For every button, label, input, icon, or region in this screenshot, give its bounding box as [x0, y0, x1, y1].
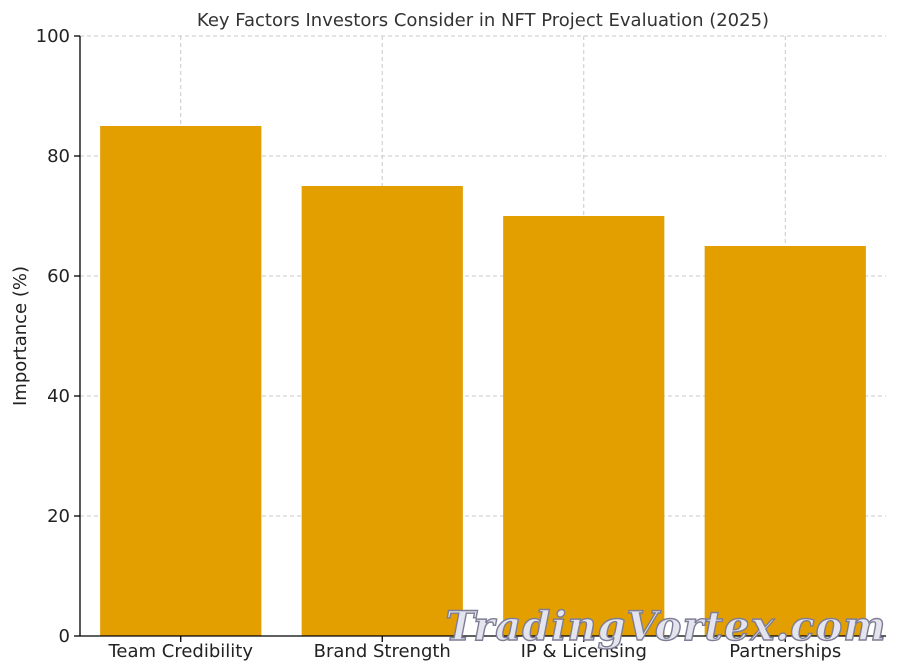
bar-partnerships	[704, 246, 866, 636]
watermark-text: TradingVortex.com	[445, 603, 886, 650]
y-tick-label: 20	[47, 506, 70, 527]
x-tick-label: Partnerships	[729, 641, 841, 662]
y-axis-label: Importance (%)	[10, 266, 31, 406]
bar-ip-licensing	[503, 216, 665, 636]
y-tick-label: 0	[59, 626, 70, 647]
x-tick-layer: Team Credibility Brand Strength IP & Licen…	[107, 636, 841, 662]
bar-layer	[100, 126, 866, 636]
bar-team-credibility	[100, 126, 262, 636]
y-tick-label: 80	[47, 146, 70, 167]
y-tick-label: 40	[47, 386, 70, 407]
x-tick-label: Brand Strength	[314, 641, 451, 662]
bar-brand-strength	[301, 186, 463, 636]
axis-layer	[79, 36, 886, 637]
x-tick-label: IP & Licensing	[521, 641, 647, 662]
y-tick-label: 100	[36, 26, 70, 47]
y-tick-label: 60	[47, 266, 70, 287]
chart-title: Key Factors Investors Consider in NFT Pr…	[197, 10, 769, 31]
x-tick-label: Team Credibility	[107, 641, 253, 662]
y-tick-layer: 0 20 40 60 80 100	[36, 26, 80, 647]
